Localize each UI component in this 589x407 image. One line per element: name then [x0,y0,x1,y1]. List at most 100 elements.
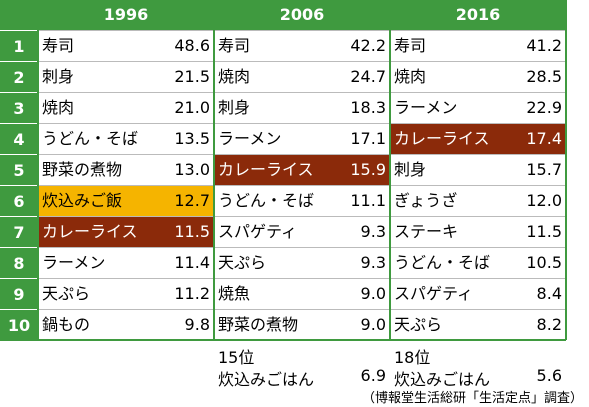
cell-bg [214,30,390,62]
source: （博報堂生活総研「生活定点」調査） [361,391,583,406]
cell-bg [214,185,390,217]
cell-bg [214,278,390,310]
item-value: 41.2 [526,36,562,55]
rank-cell: 10 [0,309,38,340]
item-name: 刺身 [42,67,75,86]
item-value: 28.5 [526,67,562,86]
rank-cell: 3 [0,92,38,123]
item-value: 11.5 [526,222,562,241]
item-name: ステーキ [394,222,459,241]
cell-bg [214,154,390,186]
cell-bg [38,185,214,217]
column-border [37,0,39,340]
item-value: 17.4 [526,129,562,148]
item-value: 8.2 [536,315,562,334]
cell-bg [390,30,566,62]
item-name: うどん・そば [218,191,315,210]
item-value: 10.5 [526,253,562,272]
item-name: カレーライス [394,129,490,148]
item-value: 48.6 [174,36,210,55]
cell-bg [38,247,214,279]
item-name: 寿司 [218,36,251,55]
item-value: 8.4 [536,284,562,303]
rank-cell: 9 [0,278,38,309]
item-name: カレーライス [42,222,138,241]
cell-bg [390,154,566,186]
item-name: 焼肉 [394,67,427,86]
item-name: カレーライス [218,160,314,179]
item-value: 22.9 [526,98,562,117]
item-name: 刺身 [218,98,251,117]
item-name: 焼肉 [218,67,251,86]
item-name: 野菜の煮物 [42,160,123,179]
cell-bg [214,92,390,124]
item-name: 焼魚 [218,284,251,303]
cell-bg [390,278,566,310]
header-cell: 2016 [390,0,566,30]
column-border [565,0,567,340]
note-name: 炊込みごはん [218,370,315,389]
item-name: ラーメン [394,98,458,117]
item-name: 天ぷら [218,253,267,272]
cell-bg [390,247,566,279]
item-name: スパゲティ [218,222,298,241]
item-value: 15.9 [350,160,386,179]
cell-bg [390,185,566,217]
cell-bg [390,216,566,248]
cell-bg [38,216,214,248]
rank-cell: 6 [0,185,38,216]
item-value: 12.7 [174,191,210,210]
column-border [213,0,215,340]
cell-bg [390,92,566,124]
item-value: 11.4 [174,253,210,272]
item-value: 18.3 [350,98,386,117]
item-value: 13.0 [174,160,210,179]
cell-bg [390,123,566,155]
header-cell: 1996 [38,0,214,30]
item-value: 12.0 [526,191,562,210]
item-name: 焼肉 [42,98,75,117]
cell-bg [38,92,214,124]
header-cell: 2006 [214,0,390,30]
item-value: 11.1 [350,191,386,210]
item-value: 24.7 [350,67,386,86]
item-name: ラーメン [42,253,106,272]
item-value: 9.0 [360,284,386,303]
item-name: 刺身 [394,160,427,179]
item-value: 9.8 [184,315,210,334]
cell-bg [38,309,214,341]
item-value: 42.2 [350,36,386,55]
item-name: ぎょうざ [394,191,458,210]
item-name: スパゲティ [394,284,474,303]
cell-bg [38,30,214,62]
rank-cell: 2 [0,61,38,92]
cell-bg [390,309,566,341]
item-value: 9.3 [360,222,386,241]
item-value: 9.3 [360,253,386,272]
cell-bg [214,123,390,155]
note-name: 炊込みごはん [394,370,491,389]
rank-cell: 1 [0,30,38,61]
item-name: 炊込みご飯 [42,191,123,210]
item-value: 21.0 [174,98,210,117]
cell-bg [214,61,390,93]
item-value: 9.0 [360,315,386,334]
cell-bg [214,247,390,279]
item-name: うどん・そば [42,129,139,148]
item-name: 寿司 [42,36,75,55]
cell-bg [38,154,214,186]
item-value: 13.5 [174,129,210,148]
cell-bg [214,309,390,341]
item-name: 鍋もの [42,315,91,334]
item-name: ラーメン [218,129,282,148]
note-value: 6.9 [360,366,386,385]
cell-bg [390,61,566,93]
item-name: 天ぷら [394,315,443,334]
table-bottom [0,339,566,341]
item-value: 15.7 [526,160,562,179]
rank-cell: 8 [0,247,38,278]
item-value: 11.5 [174,222,210,241]
column-border [389,0,391,340]
header-cell [0,0,38,30]
